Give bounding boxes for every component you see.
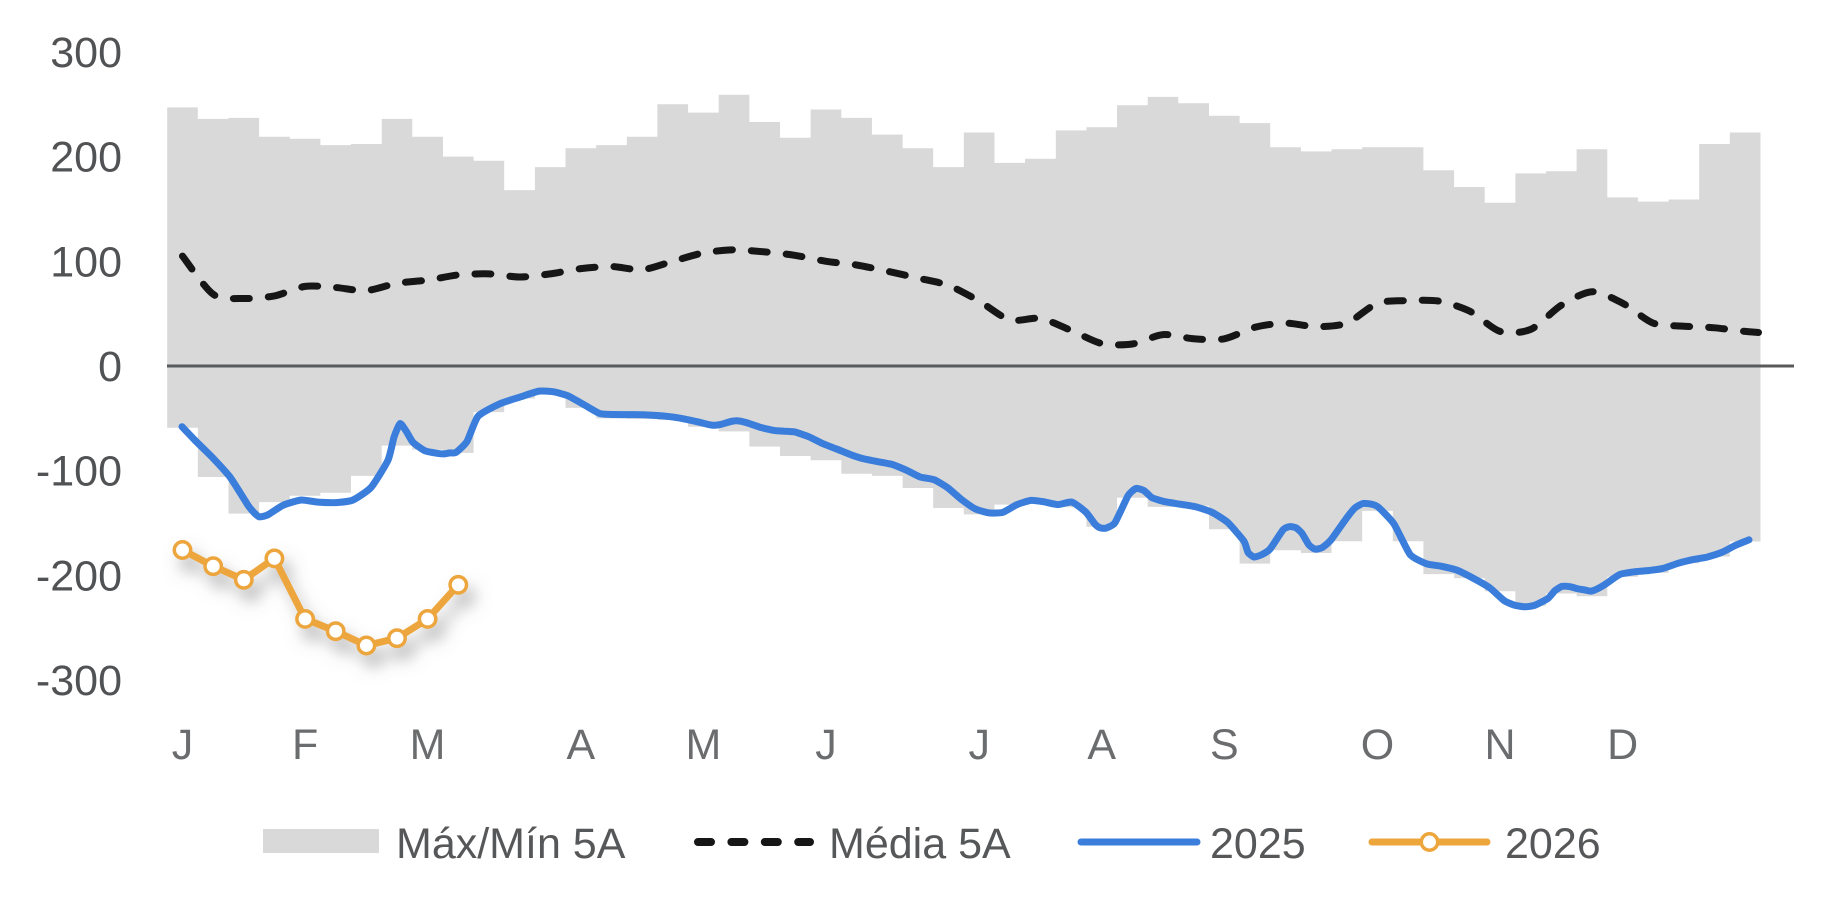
svg-text:F: F xyxy=(292,721,318,769)
svg-text:J: J xyxy=(172,721,194,769)
svg-text:100: 100 xyxy=(50,238,122,286)
svg-text:M: M xyxy=(685,721,721,769)
svg-text:300: 300 xyxy=(50,29,122,77)
svg-text:200: 200 xyxy=(50,134,122,182)
svg-text:-300: -300 xyxy=(36,657,122,705)
svg-text:O: O xyxy=(1361,721,1394,769)
svg-text:S: S xyxy=(1210,721,1239,769)
svg-text:Média 5A: Média 5A xyxy=(829,820,1011,868)
svg-text:2025: 2025 xyxy=(1210,820,1306,868)
svg-text:-100: -100 xyxy=(36,448,122,496)
svg-text:2026: 2026 xyxy=(1505,820,1601,868)
svg-text:N: N xyxy=(1484,721,1515,769)
svg-text:A: A xyxy=(1087,721,1116,769)
svg-text:J: J xyxy=(815,721,837,769)
svg-text:Máx/Mín 5A: Máx/Mín 5A xyxy=(396,820,626,868)
svg-text:0: 0 xyxy=(98,343,122,391)
svg-text:J: J xyxy=(968,721,990,769)
svg-text:-200: -200 xyxy=(36,552,122,600)
svg-text:M: M xyxy=(410,721,446,769)
svg-text:D: D xyxy=(1607,721,1638,769)
svg-text:A: A xyxy=(566,721,595,769)
